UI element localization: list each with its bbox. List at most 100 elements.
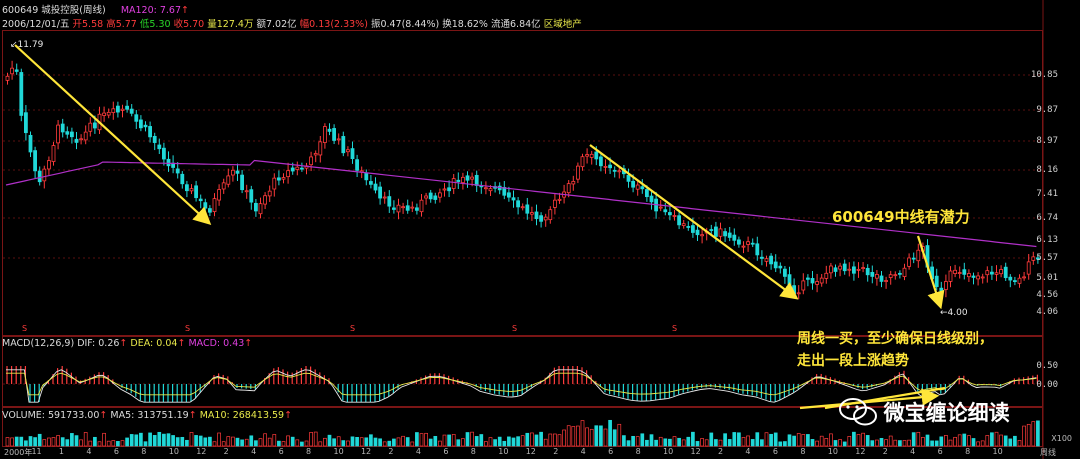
volume-bar bbox=[290, 436, 295, 447]
volume-bar bbox=[51, 437, 56, 447]
volume-bar bbox=[470, 431, 474, 447]
volume-bar bbox=[106, 440, 111, 447]
volume-bar bbox=[957, 434, 962, 447]
candle bbox=[778, 265, 783, 269]
time-tick: 6 bbox=[772, 447, 778, 456]
candle bbox=[313, 153, 318, 156]
volume-bar bbox=[336, 436, 341, 447]
time-tick: 6 bbox=[278, 447, 284, 456]
volume-bar bbox=[888, 435, 893, 447]
quote-row: 2006/12/01/五 开5.58 高5.77 低5.30 收5.70 量12… bbox=[2, 16, 582, 30]
quote-turnover: 换18.62% bbox=[442, 19, 488, 30]
volume-bar bbox=[511, 437, 516, 447]
volume-bar bbox=[1013, 435, 1017, 447]
quote-close: 收5.70 bbox=[173, 19, 205, 30]
volume-bar bbox=[783, 441, 787, 447]
volume-bar bbox=[714, 439, 718, 447]
volume-bar bbox=[267, 437, 272, 447]
candle bbox=[299, 167, 304, 170]
volume-bar bbox=[672, 436, 677, 447]
candle bbox=[355, 159, 360, 171]
volume-bar bbox=[221, 441, 226, 447]
candle bbox=[709, 229, 714, 231]
volume-bar bbox=[833, 440, 838, 447]
candle bbox=[953, 269, 957, 274]
volume-bar bbox=[28, 436, 33, 447]
time-tick: 4 bbox=[745, 447, 751, 456]
volume-bar bbox=[139, 432, 143, 447]
ma120-arrow: ↑ bbox=[181, 5, 189, 16]
volume-bar bbox=[102, 432, 106, 447]
volume-bar bbox=[1008, 438, 1013, 447]
volume-bar bbox=[447, 434, 451, 447]
volume-bar bbox=[539, 431, 543, 447]
volume-bar bbox=[516, 436, 520, 447]
volume-bar bbox=[83, 432, 88, 447]
time-tick: 2 bbox=[882, 447, 888, 456]
candle bbox=[368, 181, 373, 185]
volume-bar bbox=[405, 437, 410, 447]
candle bbox=[999, 269, 1003, 275]
quote-sector: 区域地产 bbox=[543, 19, 582, 30]
volume-bar bbox=[663, 438, 668, 447]
candle bbox=[345, 149, 350, 153]
candle bbox=[1031, 256, 1036, 261]
candle bbox=[203, 202, 208, 209]
candle bbox=[102, 112, 106, 116]
candle bbox=[718, 228, 723, 237]
candle bbox=[56, 124, 60, 144]
candle bbox=[594, 151, 599, 160]
candle bbox=[640, 186, 645, 190]
volume-bar bbox=[249, 435, 254, 447]
candle bbox=[456, 179, 461, 182]
volume-unit: X100 bbox=[1051, 434, 1072, 443]
candle bbox=[994, 272, 999, 275]
candle bbox=[437, 192, 442, 198]
price-tick: 5.57 bbox=[1036, 253, 1058, 263]
candle bbox=[576, 165, 580, 180]
candle bbox=[1008, 276, 1013, 281]
volume-bar bbox=[925, 434, 930, 447]
volume-bar bbox=[691, 431, 695, 447]
candle bbox=[166, 158, 171, 167]
candle bbox=[879, 275, 884, 282]
volume-bar bbox=[525, 432, 530, 447]
candle bbox=[658, 206, 663, 209]
candle bbox=[194, 185, 199, 199]
volume-bar bbox=[373, 437, 378, 447]
volume-bar bbox=[677, 437, 681, 447]
volume-bar bbox=[93, 436, 97, 447]
volume-bar bbox=[571, 426, 576, 447]
volume-bar bbox=[47, 437, 51, 447]
volume-bar bbox=[792, 435, 796, 447]
quote-date: 2006/12/01/五 bbox=[2, 19, 70, 30]
volume-bar bbox=[760, 439, 764, 447]
volume-ma10: MA10: 268413.59 bbox=[199, 410, 285, 421]
watermark: 微宝缠论细读 bbox=[838, 396, 1010, 428]
volume-bar bbox=[502, 440, 507, 447]
candle bbox=[442, 188, 447, 191]
signal-marker: S bbox=[672, 324, 677, 333]
candle bbox=[1026, 261, 1031, 275]
candle bbox=[980, 276, 985, 279]
volume-bar bbox=[33, 437, 37, 447]
candle bbox=[373, 183, 378, 191]
volume-bar bbox=[746, 435, 750, 447]
volume-bar bbox=[727, 439, 732, 447]
volume-bar bbox=[180, 436, 185, 447]
candle bbox=[83, 131, 88, 141]
time-tick: 10 bbox=[827, 447, 838, 456]
volume-bar bbox=[819, 435, 824, 447]
volume-bar bbox=[617, 423, 622, 447]
volume-bar bbox=[718, 439, 723, 447]
candlestick-series bbox=[5, 60, 1040, 300]
volume-bar bbox=[796, 433, 801, 447]
wechat-icon bbox=[839, 398, 877, 426]
candle bbox=[217, 189, 222, 201]
candle bbox=[842, 263, 847, 272]
candle bbox=[506, 192, 511, 198]
candle bbox=[14, 69, 19, 72]
candle bbox=[976, 275, 980, 280]
candle bbox=[253, 202, 258, 212]
